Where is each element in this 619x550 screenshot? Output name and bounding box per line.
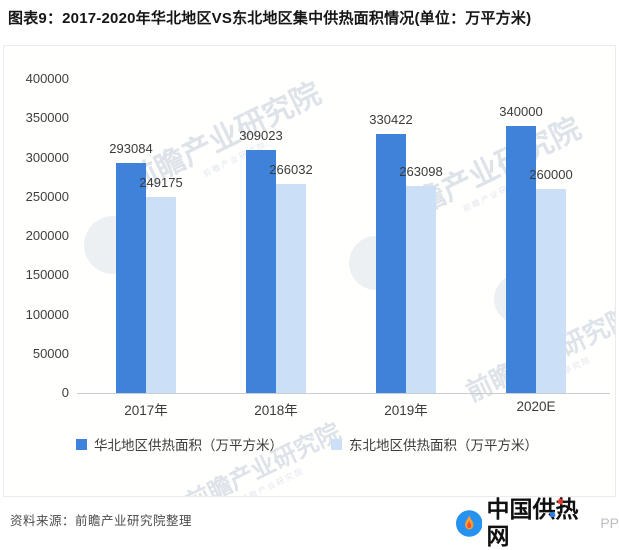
legend-marker-northeast-china	[331, 438, 342, 450]
site-logo: 中国供热网 PP	[456, 496, 619, 550]
legend-label-northeast-china: 东北地区供热面积（万平方米）	[349, 438, 538, 453]
chart-title: 图表9：2017-2020年华北地区VS东北地区集中供热面积情况(单位：万平方米…	[8, 10, 532, 27]
bar-northeast-china-2017年	[146, 197, 176, 393]
value-label-northeast-china-2017年: 249175	[139, 175, 183, 191]
legend-item-northeast-china: 东北地区供热面积（万平方米）	[331, 434, 538, 454]
value-label-northeast-china-2018年: 266032	[269, 162, 313, 178]
legend-label-north-china: 华北地区供热面积（万平方米）	[94, 438, 283, 453]
plot-area: 0 50000 100000 150000 200000 250000 300000 3500…	[4, 46, 615, 496]
y-axis-tick-label: 400000	[25, 71, 69, 86]
bar-north-china-2019年	[376, 133, 406, 393]
value-label-north-china-2019年: 330422	[369, 111, 413, 127]
y-axis-tick-label: 350000	[25, 110, 69, 126]
bar-north-china-2020E	[506, 126, 536, 393]
value-label-northeast-china-2020E: 260000	[529, 166, 573, 182]
y-axis-tick-label: 0	[61, 385, 69, 400]
bar-northeast-china-2020E	[536, 188, 566, 393]
bar-north-china-2017年	[116, 162, 146, 393]
y-axis-tick-label: 250000	[25, 188, 69, 204]
bar-northeast-china-2018年	[276, 184, 306, 393]
chart-panel: 前瞻产业研究院 前瞻产业研究院 前瞻产业研究院 前瞻产业研究院 前瞻产业研究院 前瞻产业研…	[3, 45, 616, 497]
legend-item-north-china: 华北地区供热面积（万平方米）	[76, 434, 283, 454]
value-label-north-china-2017年: 293084	[109, 140, 153, 156]
site-logo-text: 中国供热网	[486, 496, 579, 549]
x-axis-label-2019年: 2019年	[384, 403, 428, 418]
y-axis-tick-label: 150000	[25, 267, 69, 283]
value-label-north-china-2018年: 309023	[239, 128, 283, 144]
flame-icon	[456, 509, 483, 537]
source-note: 资料来源：前瞻产业研究院整理	[10, 514, 193, 528]
value-label-northeast-china-2019年: 263098	[399, 164, 443, 180]
y-axis-tick-label: 200000	[25, 228, 69, 243]
y-axis-tick-label: 100000	[25, 306, 69, 322]
x-axis-label-2020E: 2020E	[516, 399, 556, 414]
y-axis-tick-label: 300000	[25, 149, 69, 165]
bar-northeast-china-2019年	[406, 186, 436, 393]
x-axis-line	[77, 393, 610, 394]
y-axis-tick-label: 50000	[32, 345, 69, 361]
legend-marker-north-china	[76, 438, 87, 450]
watermark-suffix-text: PP	[600, 515, 619, 531]
x-axis-label-2017年: 2017年	[124, 403, 168, 418]
screenshot-root: { "title": "图表9：2017-2020年华北地区VS东北地区集中供热…	[3, 10, 619, 549]
x-axis-label-2018年: 2018年	[254, 403, 298, 418]
bar-north-china-2018年	[246, 150, 276, 393]
value-label-north-china-2020E: 340000	[499, 104, 543, 120]
